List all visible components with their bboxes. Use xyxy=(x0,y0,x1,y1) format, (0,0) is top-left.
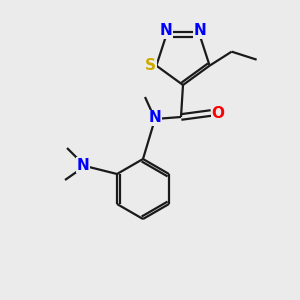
Text: N: N xyxy=(194,23,207,38)
Text: N: N xyxy=(159,23,172,38)
Text: O: O xyxy=(212,106,224,121)
Text: N: N xyxy=(76,158,89,172)
Text: S: S xyxy=(145,58,156,73)
Text: N: N xyxy=(148,110,161,125)
